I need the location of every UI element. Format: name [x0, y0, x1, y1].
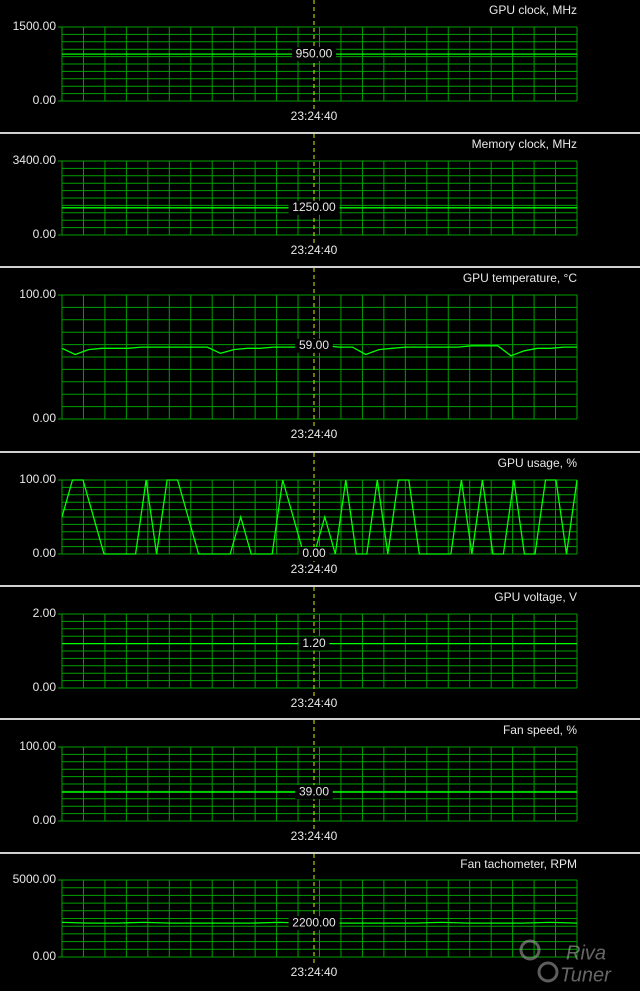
- cursor-time-label: 23:24:40: [291, 562, 338, 576]
- cursor-value-box: [288, 916, 340, 931]
- cursor-value-label: 39.00: [299, 784, 329, 798]
- data-line: [61, 479, 578, 555]
- y-tick-label: 2.00: [33, 606, 57, 620]
- cursor-value-label: 1250.00: [292, 200, 336, 214]
- y-tick-label: 0.00: [33, 680, 57, 694]
- cursor-value-box: [295, 338, 333, 353]
- panel-title: GPU temperature, °C: [463, 271, 578, 285]
- graph-panel: Fan tachometer, RPM 0.00 5000.00 2200.00 23:…: [0, 852, 640, 979]
- y-tick-label: 0.00: [33, 227, 57, 241]
- cursor-value-box: [295, 785, 333, 800]
- watermark-gear: [519, 939, 541, 961]
- cursor-time-label: 23:24:40: [291, 829, 338, 843]
- graph-panel: Memory clock, MHz 0.00 3400.00 1250.00 23:24…: [0, 132, 640, 257]
- graph-panel: GPU usage, % 0.00 100.00 0.00 23:24:40: [0, 451, 640, 576]
- y-tick-label: 100.00: [19, 739, 56, 753]
- panel-title: Fan speed, %: [503, 723, 577, 737]
- cursor-time-label: 23:24:40: [291, 965, 338, 979]
- panel-title: GPU usage, %: [498, 456, 578, 470]
- cursor-value-label: 59.00: [299, 338, 329, 352]
- panel-title: Memory clock, MHz: [472, 137, 577, 151]
- watermark: Riva Tuner: [519, 939, 612, 986]
- watermark-gear: [537, 961, 559, 983]
- cursor-time-label: 23:24:40: [291, 243, 338, 257]
- panel-title: GPU voltage, V: [494, 590, 577, 604]
- panel-title: GPU clock, MHz: [489, 3, 577, 17]
- y-tick-label: 5000.00: [13, 872, 57, 886]
- y-tick-label: 1500.00: [13, 19, 57, 33]
- cursor-value-label: 950.00: [296, 46, 333, 60]
- cursor-time-label: 23:24:40: [291, 696, 338, 710]
- graph-panel: GPU clock, MHz 0.00 1500.00 950.00 23:24:40: [13, 0, 578, 123]
- cursor-value-box: [298, 547, 330, 561]
- cursor-value-box: [291, 47, 337, 62]
- graph-panel: GPU voltage, V 0.00 2.00 1.20 23:24:40: [0, 585, 640, 710]
- y-tick-label: 3400.00: [13, 153, 57, 167]
- y-tick-label: 100.00: [19, 287, 56, 301]
- graph-panel: GPU temperature, °C 0.00 100.00 59.00 23:24:…: [0, 266, 640, 441]
- panel-title: Fan tachometer, RPM: [460, 857, 577, 871]
- y-tick-label: 0.00: [33, 546, 57, 560]
- y-tick-label: 0.00: [33, 949, 57, 963]
- watermark-text: Riva: [566, 942, 606, 964]
- cursor-time-label: 23:24:40: [291, 109, 338, 123]
- cursor-value-box: [288, 200, 340, 215]
- y-tick-label: 100.00: [19, 472, 56, 486]
- cursor-value-box: [298, 636, 330, 651]
- y-tick-label: 0.00: [33, 813, 57, 827]
- y-tick-label: 0.00: [33, 93, 57, 107]
- cursor-value-label: 1.20: [302, 636, 326, 650]
- watermark-text: Tuner: [560, 964, 612, 986]
- y-tick-label: 0.00: [33, 411, 57, 425]
- cursor-value-label: 0.00: [302, 546, 326, 560]
- cursor-time-label: 23:24:40: [291, 427, 338, 441]
- cursor-value-label: 2200.00: [292, 915, 336, 929]
- graph-panel: Fan speed, % 0.00 100.00 39.00 23:24:40: [0, 718, 640, 843]
